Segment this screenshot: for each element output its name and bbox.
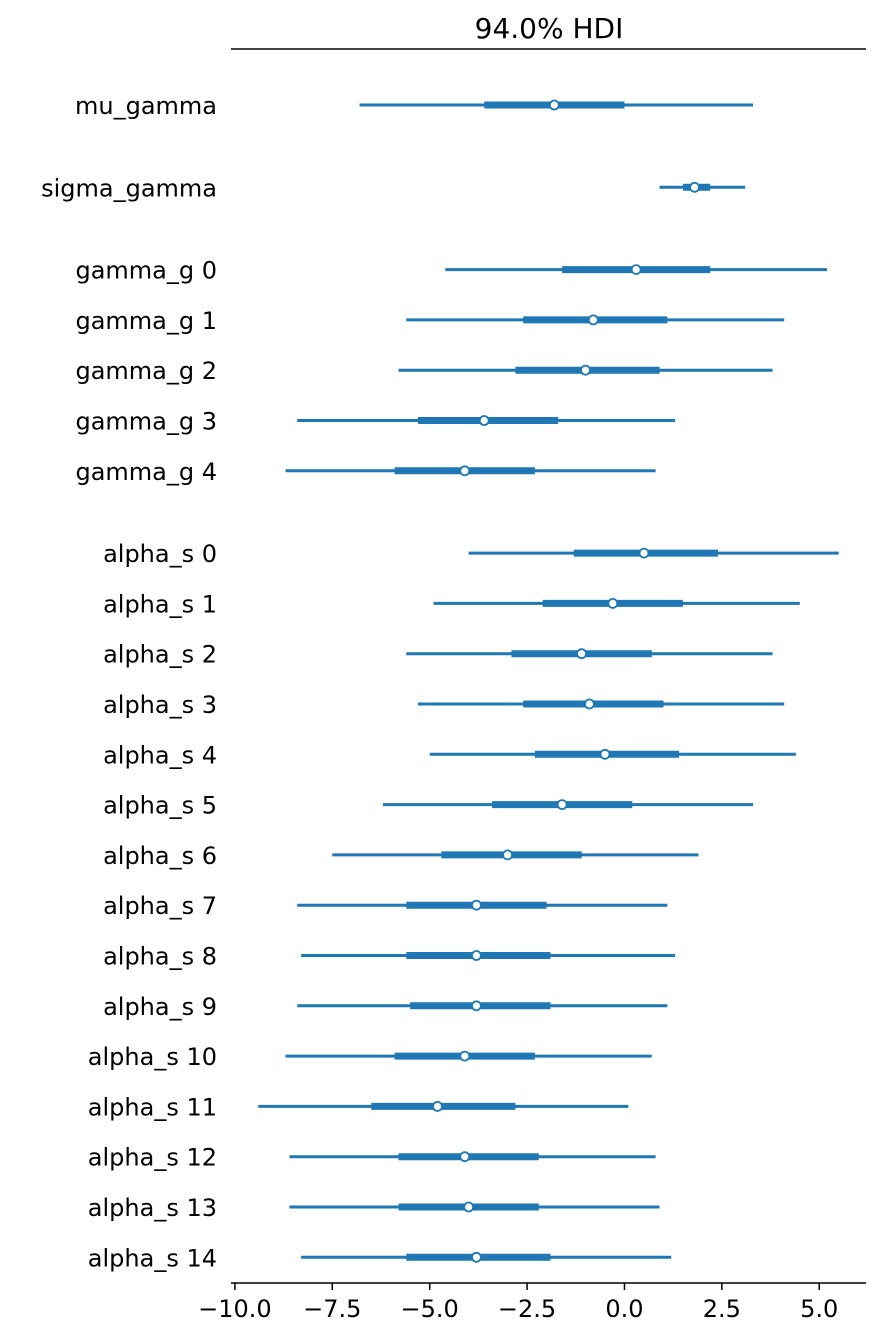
row-label: gamma_g 2: [75, 357, 217, 385]
row-alpha-s-2: alpha_s 2: [103, 641, 773, 669]
row-gamma-g-4: gamma_g 4: [75, 458, 656, 486]
row-label: alpha_s 12: [88, 1144, 217, 1172]
point-estimate-marker: [580, 364, 591, 376]
x-axis: −10.0 −7.5 −5.0 −2.5 0.0 2.5 5.0: [198, 1282, 866, 1323]
row-label: gamma_g 1: [75, 307, 217, 335]
row-alpha-s-11: alpha_s 11: [88, 1093, 629, 1121]
point-estimate-marker: [463, 1201, 475, 1213]
row-label: mu_gamma: [75, 92, 217, 120]
row-alpha-s-13: alpha_s 13: [88, 1194, 660, 1222]
row-label: gamma_g 4: [75, 458, 217, 486]
row-label: alpha_s 10: [88, 1043, 217, 1071]
point-estimate-marker: [471, 1251, 482, 1263]
row-label: alpha_s 1: [103, 590, 217, 618]
row-alpha-s-14: alpha_s 14: [88, 1244, 672, 1272]
x-tick-label: −10.0: [198, 1295, 272, 1323]
row-alpha-s-5: alpha_s 5: [103, 792, 754, 820]
interval-rows: mu_gamma sigma_gamma gamma_g 0 gamma_g 1 gam…: [41, 92, 839, 1272]
row-label: gamma_g 3: [75, 408, 217, 436]
point-estimate-marker: [471, 950, 482, 961]
row-gamma-g-3: gamma_g 3: [75, 408, 676, 436]
point-estimate-marker: [630, 264, 642, 276]
row-gamma-g-0: gamma_g 0: [75, 257, 828, 285]
row-alpha-s-10: alpha_s 10: [88, 1043, 652, 1071]
row-label: alpha_s 6: [103, 842, 217, 870]
point-estimate-marker: [638, 547, 650, 559]
point-estimate-marker: [689, 181, 700, 193]
row-gamma-g-2: gamma_g 2: [75, 357, 773, 385]
row-alpha-s-9: alpha_s 9: [103, 993, 668, 1021]
point-estimate-marker: [587, 314, 599, 326]
x-tick-label: 5.0: [800, 1295, 838, 1323]
row-alpha-s-1: alpha_s 1: [103, 590, 800, 618]
row-label: alpha_s 13: [88, 1194, 217, 1222]
row-label: alpha_s 0: [103, 540, 217, 568]
point-estimate-marker: [432, 1101, 443, 1112]
point-estimate-marker: [556, 799, 568, 810]
row-alpha-s-4: alpha_s 4: [103, 741, 796, 769]
row-label: sigma_gamma: [41, 174, 217, 202]
chart-title: 94.0% HDI: [475, 12, 624, 45]
row-alpha-s-0: alpha_s 0: [103, 540, 839, 568]
row-alpha-s-12: alpha_s 12: [88, 1144, 656, 1172]
point-estimate-marker: [478, 415, 490, 426]
x-tick-label: −7.5: [303, 1295, 361, 1323]
x-tick-label: 2.5: [703, 1295, 741, 1323]
row-label: alpha_s 9: [103, 993, 217, 1021]
row-alpha-s-7: alpha_s 7: [103, 892, 668, 920]
point-estimate-marker: [548, 99, 560, 111]
row-label: alpha_s 11: [88, 1093, 217, 1121]
point-estimate-marker: [459, 1050, 471, 1062]
row-label: alpha_s 8: [103, 943, 217, 971]
row-mu-gamma: mu_gamma: [75, 92, 754, 120]
point-estimate-marker: [584, 698, 595, 710]
point-estimate-marker: [459, 1151, 471, 1163]
row-alpha-s-6: alpha_s 6: [103, 842, 699, 870]
row-label: alpha_s 2: [103, 641, 217, 669]
point-estimate-marker: [471, 1000, 482, 1012]
point-estimate-marker: [576, 648, 588, 660]
row-alpha-s-3: alpha_s 3: [103, 691, 785, 719]
row-sigma-gamma: sigma_gamma: [41, 174, 746, 202]
row-label: alpha_s 14: [88, 1244, 217, 1272]
x-tick-label: 0.0: [605, 1295, 643, 1323]
point-estimate-marker: [599, 748, 611, 760]
x-tick-label: −2.5: [498, 1295, 556, 1323]
x-tick-label: −5.0: [401, 1295, 459, 1323]
row-label: gamma_g 0: [75, 257, 217, 285]
point-estimate-marker: [459, 465, 471, 477]
row-label: alpha_s 5: [103, 792, 217, 820]
row-alpha-s-8: alpha_s 8: [103, 943, 676, 971]
row-label: alpha_s 3: [103, 691, 217, 719]
point-estimate-marker: [471, 899, 482, 911]
point-estimate-marker: [502, 849, 513, 861]
point-estimate-marker: [607, 598, 619, 609]
row-gamma-g-1: gamma_g 1: [75, 307, 785, 335]
row-label: alpha_s 4: [103, 741, 217, 769]
row-label: alpha_s 7: [103, 892, 217, 920]
